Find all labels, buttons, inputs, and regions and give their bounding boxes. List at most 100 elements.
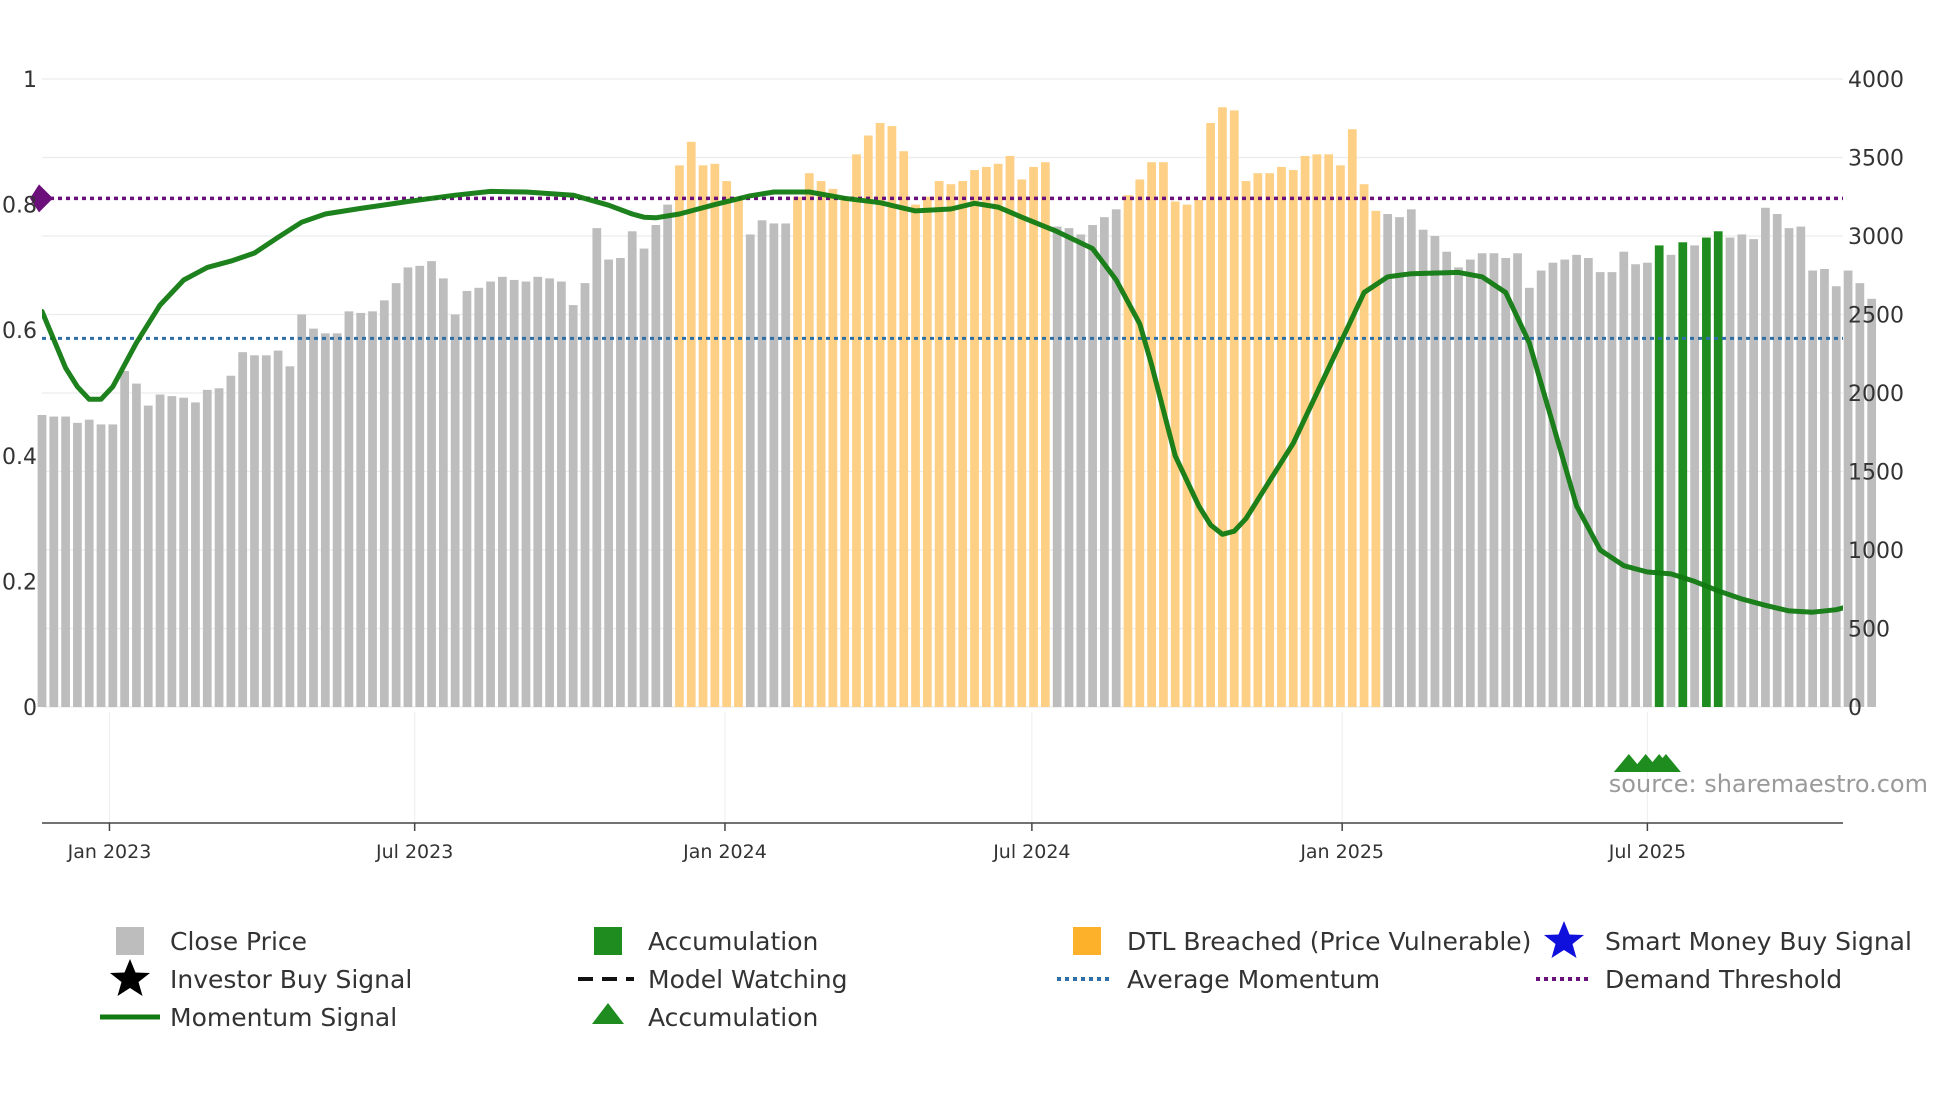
- close-price-bar: [568, 305, 578, 707]
- dtl-breached-bar: [1135, 179, 1145, 708]
- close-price-bar: [1465, 259, 1475, 707]
- close-price-bar: [745, 234, 755, 707]
- close-price-bar: [1100, 217, 1109, 707]
- close-price-bar: [663, 204, 672, 707]
- close-price-bar: [391, 283, 401, 707]
- legend-close-price-swatch: [116, 927, 144, 955]
- close-price-bar: [297, 314, 307, 707]
- x-axis-date-label: Jul 2024: [992, 841, 1070, 863]
- close-price-bar: [1383, 214, 1393, 707]
- close-price-bar: [1855, 283, 1865, 707]
- close-price-bar: [214, 388, 224, 707]
- close-price-bar: [1536, 270, 1546, 707]
- dtl-breached-bar: [863, 135, 873, 707]
- axes: 0 0.2 0.4 0.6 0.8 1 0 500 1000 1500 2000 2500 3000 35…: [2, 68, 1904, 863]
- legend-average-momentum-label: Average Momentum: [1127, 965, 1380, 994]
- dtl-breached-bar: [1359, 184, 1369, 707]
- dtl-breached-bar: [899, 151, 909, 708]
- close-price-bar: [273, 350, 283, 707]
- dtl-breached-bar: [1218, 107, 1227, 707]
- legend-investor-buy-label: Investor Buy Signal: [170, 965, 412, 994]
- left-axis-tick-label: 0.6: [2, 319, 37, 344]
- right-axis-tick-label: 0: [1848, 696, 1862, 721]
- close-price-bar: [521, 281, 531, 707]
- x-axis-date-label: Jan 2025: [1299, 841, 1384, 863]
- close-price-bar: [557, 281, 566, 707]
- dtl-breached-bar: [1300, 155, 1310, 707]
- close-price-bar: [96, 424, 106, 707]
- close-price-bar: [61, 416, 70, 707]
- left-axis-tick-label: 0.8: [2, 194, 37, 219]
- dtl-breached-bar: [1229, 110, 1239, 707]
- dtl-breached-bar: [981, 166, 991, 708]
- close-price-bar: [509, 279, 519, 707]
- close-price-bar: [781, 223, 791, 707]
- close-price-bar: [1737, 234, 1747, 707]
- close-price-bar: [462, 290, 472, 707]
- close-price-bar: [1583, 257, 1593, 707]
- legend-investor-buy-star-icon: [110, 959, 150, 996]
- dtl-breached-bar: [1040, 162, 1050, 707]
- close-price-bar: [1524, 287, 1534, 707]
- right-axis-tick-label: 1000: [1848, 539, 1904, 564]
- right-axis-tick-label: 4000: [1848, 68, 1904, 93]
- close-price-bar: [108, 424, 118, 707]
- close-price-bar: [616, 257, 625, 707]
- close-price-bar: [1607, 272, 1617, 707]
- legend-smart-money-label: Smart Money Buy Signal: [1605, 927, 1912, 956]
- momentum-signal-line: [42, 188, 1843, 615]
- close-price-bar: [769, 223, 779, 707]
- right-axis-tick-label: 2500: [1848, 304, 1904, 329]
- dtl-breached-bar: [1029, 166, 1038, 708]
- close-price-bar: [415, 265, 425, 707]
- close-price-bar: [191, 402, 200, 707]
- right-axis-tick-label: 1500: [1848, 461, 1904, 486]
- legend: Close Price Accumulation DTL Breached (P…: [100, 921, 1912, 1032]
- right-axis-tick-label: 3000: [1848, 225, 1904, 250]
- left-axis-tick-label: 0: [23, 696, 37, 721]
- close-price-bar: [132, 383, 141, 707]
- close-price-bar: [1442, 251, 1452, 707]
- close-price-bar: [155, 394, 165, 707]
- close-price-bar: [1772, 214, 1782, 707]
- dtl-breached-bar: [1336, 165, 1345, 708]
- legend-dtl-breached-label: DTL Breached (Price Vulnerable): [1127, 927, 1531, 956]
- dtl-breached-bar: [946, 184, 956, 707]
- dtl-breached-bar: [1312, 154, 1322, 708]
- close-price-bar: [167, 396, 177, 707]
- close-price-bar: [309, 328, 318, 707]
- legend-smart-money-star-icon: [1544, 921, 1584, 958]
- dtl-breached-bar: [686, 141, 696, 708]
- dtl-breached-bar: [887, 126, 897, 708]
- close-price-bar: [1572, 254, 1581, 707]
- close-price-bar: [1076, 234, 1086, 707]
- dtl-breached-bar: [1277, 166, 1286, 708]
- close-price-bar: [438, 278, 448, 707]
- close-price-bar: [1560, 259, 1570, 707]
- close-price-bar: [379, 300, 389, 707]
- close-price-bar: [757, 220, 767, 708]
- close-price-bar: [403, 267, 413, 707]
- close-price-bar: [1643, 262, 1652, 707]
- close-price-bar: [1619, 251, 1629, 707]
- dtl-breached-bar: [840, 196, 850, 707]
- close-price-bar: [1761, 207, 1770, 708]
- legend-momentum-signal-label: Momentum Signal: [170, 1003, 397, 1032]
- legend-dtl-breached-swatch: [1073, 927, 1101, 955]
- legend-accumulation-label: Accumulation: [648, 927, 818, 956]
- right-axis-tick-label: 2000: [1848, 382, 1904, 407]
- close-price-bar: [1418, 229, 1428, 707]
- close-price-bar: [580, 283, 590, 707]
- close-price-bar: [143, 405, 153, 707]
- close-price-bar: [1749, 239, 1758, 707]
- close-price-bar: [651, 225, 661, 707]
- accumulation-bar: [1678, 242, 1688, 707]
- dtl-breached-bar: [793, 196, 802, 707]
- close-price-bar: [49, 416, 59, 707]
- dtl-breached-bar: [1194, 199, 1204, 707]
- close-price-bar: [533, 276, 543, 707]
- close-price-bar: [1843, 270, 1853, 707]
- dtl-breached-bar: [1347, 129, 1357, 708]
- close-price-bar: [498, 276, 507, 707]
- dtl-breached-bar: [852, 154, 861, 708]
